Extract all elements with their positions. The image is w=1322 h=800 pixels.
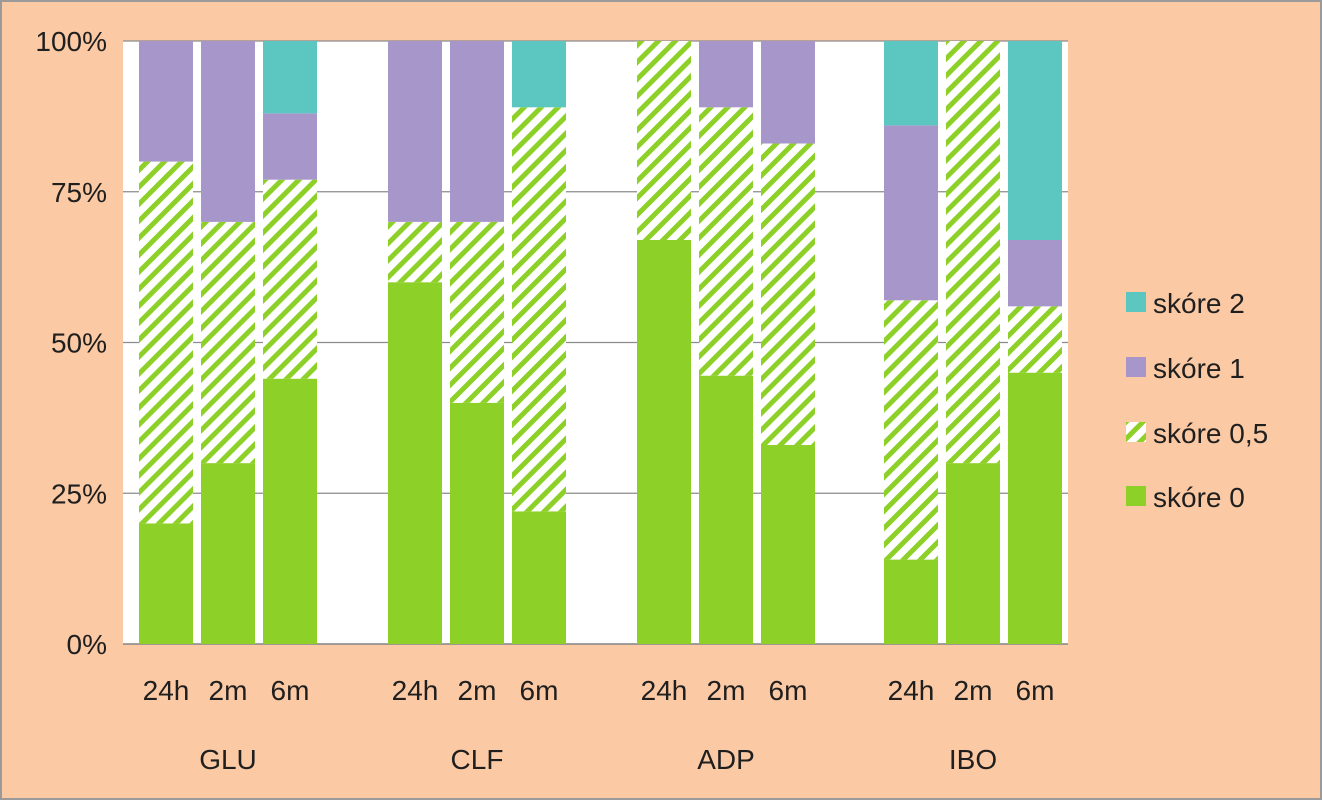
x-tick-label: 6m	[271, 675, 310, 706]
y-tick-label: 75%	[51, 177, 107, 208]
x-tick-label: 6m	[520, 675, 559, 706]
bar-segment-adp-24h	[637, 239, 691, 645]
bar-segment-clf-24h	[388, 41, 442, 222]
x-tick-label: 24h	[143, 675, 190, 706]
bar-segment-glu-24h	[139, 41, 193, 162]
bar-segment-ibo-6m	[1008, 372, 1062, 644]
x-tick-label: 6m	[769, 675, 808, 706]
bar-segment-glu-6m	[263, 113, 317, 180]
bar-segment-adp-2m	[699, 41, 753, 108]
group-label: GLU	[199, 744, 257, 775]
group-label: IBO	[949, 744, 997, 775]
bar-segment-ibo-6m	[1008, 239, 1062, 307]
bar-segment-clf-2m	[450, 402, 504, 644]
legend-label: skóre 0,5	[1153, 418, 1268, 449]
bar-segment-adp-2m	[699, 107, 753, 376]
legend-label: skóre 2	[1153, 288, 1245, 319]
bar-segment-ibo-24h	[884, 559, 938, 644]
bar-segment-glu-24h	[139, 523, 193, 644]
group-label: CLF	[451, 744, 504, 775]
legend-swatch	[1126, 357, 1146, 377]
legend-swatch	[1126, 292, 1146, 312]
legend-swatch	[1126, 486, 1146, 506]
bar-segment-clf-24h	[388, 221, 442, 283]
bar-segment-glu-6m	[263, 179, 317, 379]
bar-segment-adp-24h	[637, 41, 691, 240]
bar-segment-ibo-24h	[884, 300, 938, 560]
group-label: ADP	[697, 744, 755, 775]
legend-label: skóre 0	[1153, 482, 1245, 513]
bar-segment-ibo-6m	[1008, 41, 1062, 240]
bar-segment-adp-6m	[761, 445, 815, 644]
y-tick-label: 25%	[51, 478, 107, 509]
bar-segment-clf-2m	[450, 221, 504, 403]
bar-segment-clf-6m	[512, 41, 566, 108]
x-tick-label: 24h	[888, 675, 935, 706]
bar-segment-clf-24h	[388, 282, 442, 644]
bar-segment-clf-6m	[512, 511, 566, 644]
y-tick-label: 100%	[35, 26, 107, 57]
bar-segment-clf-6m	[512, 107, 566, 512]
bar-segment-ibo-6m	[1008, 306, 1062, 373]
bar-segment-adp-6m	[761, 143, 815, 446]
bar-segment-adp-2m	[699, 375, 753, 644]
x-tick-label: 2m	[954, 675, 993, 706]
bar-segment-ibo-2m	[946, 463, 1000, 644]
bar-segment-glu-2m	[201, 221, 255, 464]
x-tick-label: 6m	[1016, 675, 1055, 706]
bar-segment-glu-2m	[201, 41, 255, 222]
x-tick-label: 24h	[392, 675, 439, 706]
y-tick-label: 0%	[67, 629, 107, 660]
bar-segment-adp-6m	[761, 41, 815, 144]
bar-segment-glu-6m	[263, 378, 317, 644]
x-tick-label: 24h	[641, 675, 688, 706]
bar-segment-ibo-24h	[884, 41, 938, 126]
bar-segment-glu-2m	[201, 463, 255, 644]
legend-label: skóre 1	[1153, 353, 1245, 384]
x-tick-label: 2m	[707, 675, 746, 706]
bar-segment-clf-2m	[450, 41, 504, 222]
x-tick-label: 2m	[209, 675, 248, 706]
bar-segment-glu-6m	[263, 41, 317, 114]
y-tick-label: 50%	[51, 328, 107, 359]
legend-swatch	[1126, 422, 1146, 442]
bar-segment-ibo-2m	[946, 41, 1000, 464]
bar-segment-glu-24h	[139, 161, 193, 524]
bar-segment-ibo-24h	[884, 125, 938, 301]
x-tick-label: 2m	[458, 675, 497, 706]
